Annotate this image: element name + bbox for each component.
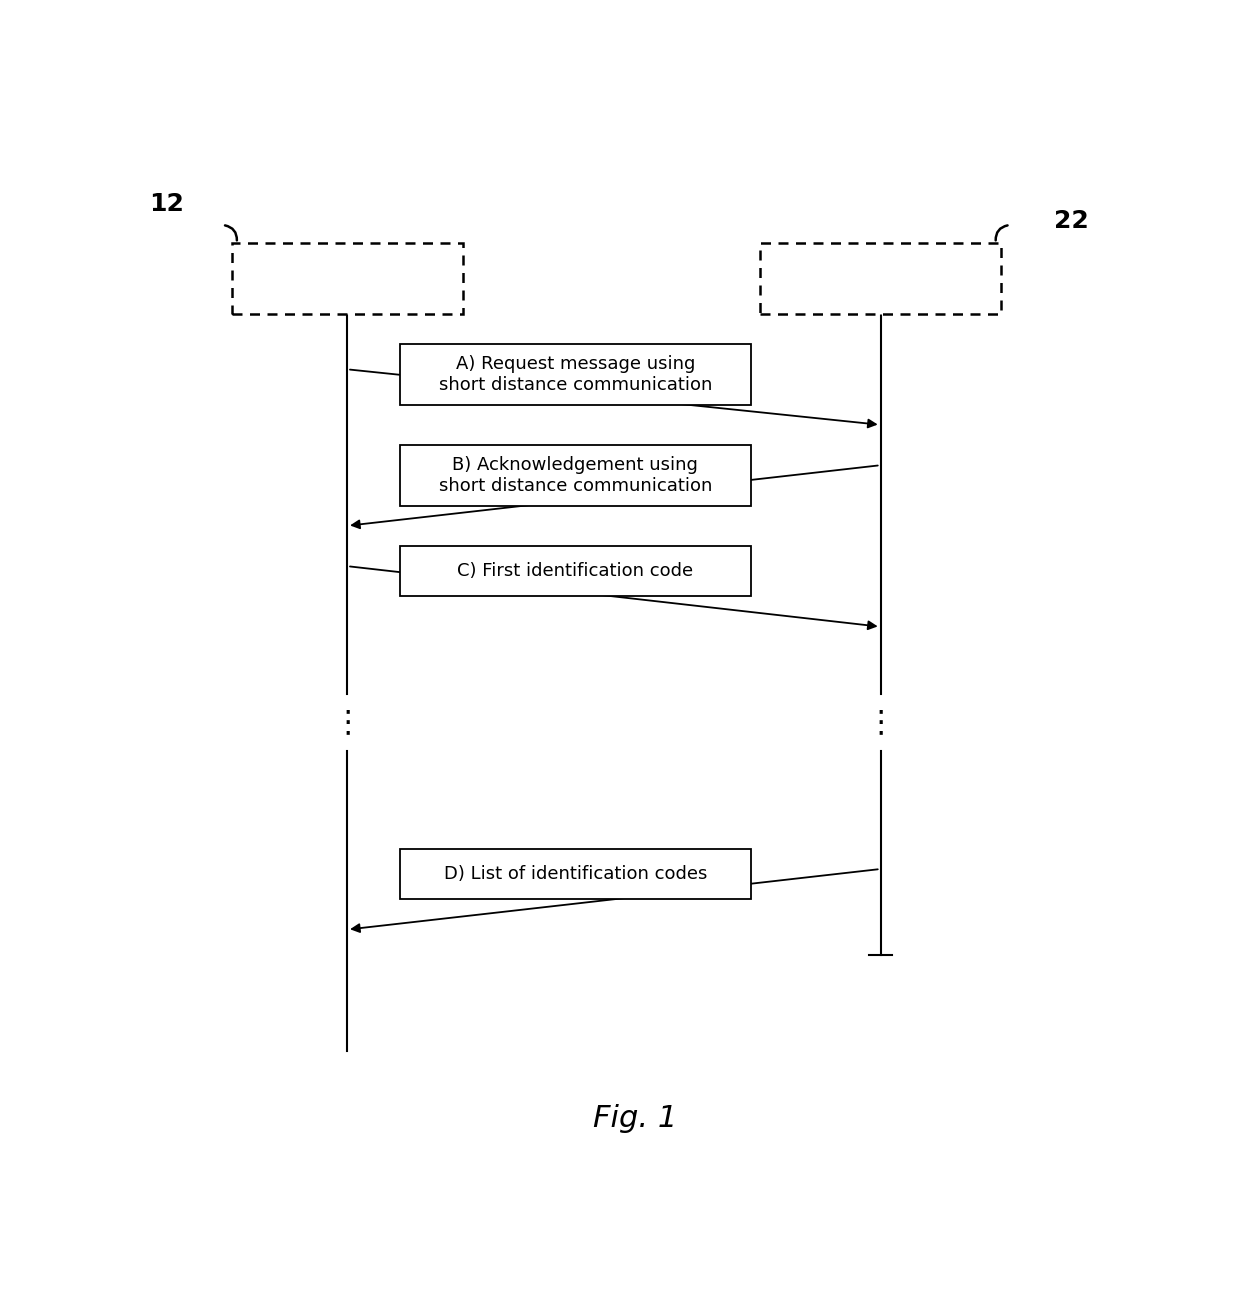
- Bar: [401, 343, 750, 405]
- Text: C) First identification code: C) First identification code: [458, 562, 693, 581]
- Bar: [760, 243, 1001, 313]
- Bar: [401, 848, 750, 899]
- Text: A) Request message using
short distance communication: A) Request message using short distance …: [439, 355, 712, 393]
- Bar: [401, 545, 750, 597]
- Text: 22: 22: [1054, 208, 1089, 233]
- Text: Further
train wagon: Further train wagon: [815, 257, 947, 300]
- Text: B) Acknowledgement using
short distance communication: B) Acknowledgement using short distance …: [439, 456, 712, 494]
- Text: ⋮: ⋮: [866, 708, 895, 737]
- Text: First train
wagon: First train wagon: [294, 257, 401, 300]
- Bar: [232, 243, 463, 313]
- Text: Fig. 1: Fig. 1: [594, 1104, 677, 1133]
- Text: ⋮: ⋮: [332, 708, 362, 737]
- Bar: [401, 444, 750, 506]
- Text: D) List of identification codes: D) List of identification codes: [444, 865, 707, 884]
- Text: 12: 12: [149, 191, 184, 216]
